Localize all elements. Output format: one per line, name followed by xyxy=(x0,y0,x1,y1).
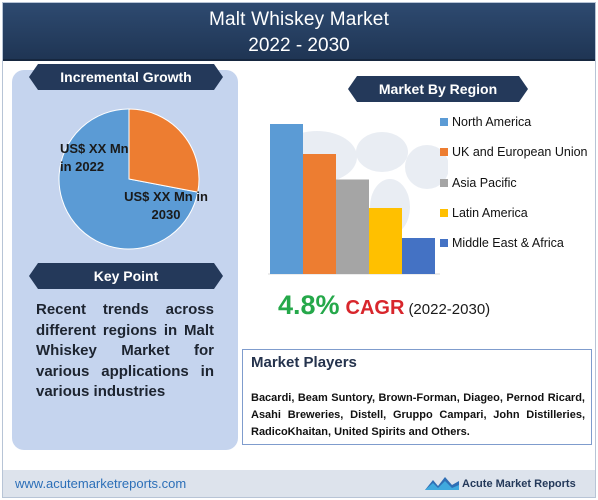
bar-north-america xyxy=(270,124,303,274)
pie-label-2022: US$ XX Mn in 2022 xyxy=(60,141,129,174)
pie-label-2030: US$ XX Mn in 2030 xyxy=(124,189,208,222)
bar-asia-pacific xyxy=(336,179,369,274)
key-point-text: Recent trends across different regions i… xyxy=(36,301,214,400)
cagr-period: (2022-2030) xyxy=(408,301,491,318)
legend-item: North America xyxy=(440,114,590,130)
market-by-region-ribbon: Market By Region xyxy=(348,76,528,102)
header-banner: Malt Whiskey Market 2022 - 2030 xyxy=(3,3,595,61)
cagr-value: 4.8% xyxy=(278,290,340,320)
bar-latin-america xyxy=(369,208,402,274)
legend-item: UK and European Union xyxy=(440,144,590,160)
legend-swatch xyxy=(440,118,448,126)
legend-label: UK and European Union xyxy=(452,145,588,160)
region-legend: North America UK and European Union Asia P… xyxy=(440,114,590,265)
market-players-list: Bacardi, Beam Suntory, Brown-Forman, Dia… xyxy=(251,392,585,438)
legend-label: Asia Pacific xyxy=(452,175,517,190)
bar-series xyxy=(270,124,435,274)
legend-label: Latin America xyxy=(452,205,528,220)
brand-logo-icon xyxy=(425,477,459,490)
key-point-ribbon: Key Point xyxy=(29,263,223,289)
legend-item: Asia Pacific xyxy=(440,175,590,191)
legend-swatch xyxy=(440,239,448,248)
market-players-box: Market Players Bacardi, Beam Suntory, Br… xyxy=(242,349,592,445)
legend-swatch xyxy=(440,208,448,217)
legend-swatch xyxy=(440,178,448,187)
brand: Acute Market Reports xyxy=(425,477,576,490)
legend-label: North America xyxy=(452,115,532,129)
footer-bar: www.acutemarketreports.com Acute Market … xyxy=(3,470,595,497)
legend-item: Middle East & Africa xyxy=(440,235,590,251)
region-bar-chart xyxy=(268,124,448,275)
website-link[interactable]: www.acutemarketreports.com xyxy=(15,476,187,491)
legend-item: Latin America xyxy=(440,205,590,221)
incremental-growth-ribbon: Incremental Growth xyxy=(29,64,223,90)
brand-name: Acute Market Reports xyxy=(462,477,576,490)
legend-label: Middle East & Africa xyxy=(452,236,564,251)
forecast-period: 2022 - 2030 xyxy=(248,35,350,56)
cagr-line: 4.8% CAGR (2022-2030) xyxy=(278,290,490,321)
cagr-label: CAGR xyxy=(345,297,405,319)
bar-middle-east-africa xyxy=(402,238,435,274)
page-title: Malt Whiskey Market xyxy=(208,9,390,30)
pie-slice-1 xyxy=(128,108,200,193)
market-players-title: Market Players xyxy=(251,354,357,371)
legend-swatch xyxy=(440,148,448,157)
growth-pie-chart xyxy=(58,108,200,250)
pie-slice-0 xyxy=(58,108,199,250)
bar-uk-and-european-union xyxy=(303,154,336,274)
